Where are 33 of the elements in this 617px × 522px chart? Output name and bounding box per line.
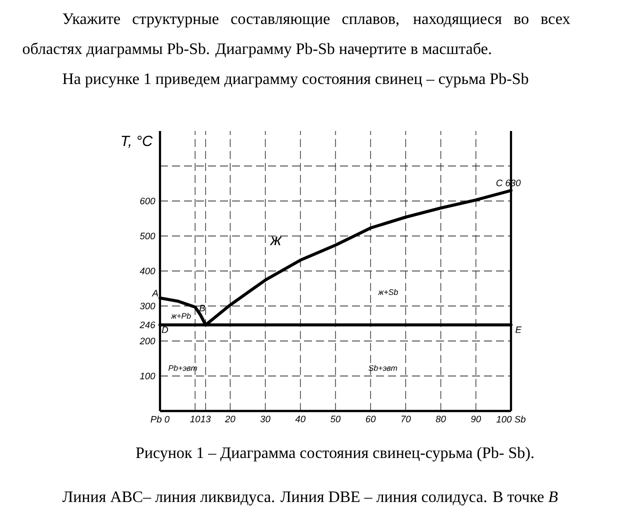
annotation: D xyxy=(162,326,168,333)
annotation: ж xyxy=(270,236,282,246)
annotation: A xyxy=(152,290,158,296)
x-tick-label: 10 xyxy=(190,416,200,422)
x-tick-label: 30 xyxy=(260,416,270,422)
annotation: B xyxy=(199,304,206,312)
x-tick-label: 20 xyxy=(224,416,236,422)
y-tick-label: 500 xyxy=(140,232,156,240)
annotation: E xyxy=(516,326,522,333)
x-tick-label: Pb 0 xyxy=(150,416,170,423)
y-tick-label: 400 xyxy=(140,268,156,274)
annotation: Pb+эвт xyxy=(168,364,198,371)
y-tick-label: 600 xyxy=(140,198,156,204)
x-tick-label: 60 xyxy=(366,416,376,422)
x-tick-label: 90 xyxy=(471,416,482,422)
x-tick-label: 13 xyxy=(200,416,211,422)
x-tick-label: 50 xyxy=(330,416,341,422)
chart-title: Укажите структурные составляющие сплавов, находящиеся во всех областях диаграммы Pb-Sb. Диаграмму Pb-Sb начертите в масштабе. xyxy=(22,14,570,58)
x-tick-label: 40 xyxy=(295,416,306,422)
x-tick-label: 70 xyxy=(401,416,411,422)
text: Линия ABC– линия ликвидуса. Линия DBE – линия солидуса. В точке B xyxy=(62,491,558,506)
y-axis-title: T, °C xyxy=(122,136,153,148)
y-tick-label: 246 xyxy=(140,322,156,328)
x-tick-label: 100 Sb xyxy=(496,416,526,423)
text: Рисунок 1 – Диаграмма состояния свинец-сурьма (Pb- Sb). xyxy=(136,446,534,462)
y-tick-label: 300 xyxy=(140,302,156,310)
y-tick-label: 200 xyxy=(140,338,156,344)
annotation: ж+Sb xyxy=(378,289,398,295)
annotation: ж+Pb xyxy=(170,312,191,319)
x-tick-label: 80 xyxy=(436,416,446,422)
annotation: Sb+эвт xyxy=(368,364,398,371)
y-tick-label: 100 xyxy=(140,372,156,380)
chart-subtitle: На рисунке 1 приведем диаграмму состояния свинец – сурьма Pb-Sb xyxy=(62,72,528,88)
